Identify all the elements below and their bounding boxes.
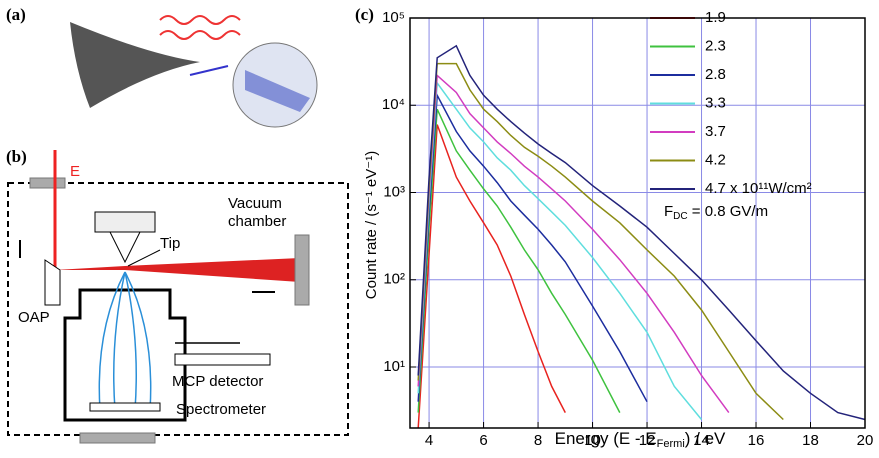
x-tick-label: 16 <box>748 432 765 449</box>
x-tick-label: 20 <box>857 432 874 449</box>
y-tick-label: 10² <box>383 271 405 288</box>
legend-label: 4.2 <box>705 151 726 168</box>
annotation: = 0.8 GV/m <box>688 203 768 220</box>
legend-label: 3.3 <box>705 94 726 111</box>
chamber-label: chamber <box>228 213 286 230</box>
x-axis-label: Fermi <box>657 438 685 450</box>
legend-label: 2.8 <box>705 66 726 83</box>
x-tick-label: 18 <box>802 432 819 449</box>
plot-frame <box>409 17 866 429</box>
data-line <box>417 44 866 421</box>
data-line <box>417 108 621 413</box>
data-line <box>417 80 703 420</box>
setup-diagram <box>7 150 349 444</box>
x-tick-label: 14 <box>693 432 710 449</box>
legend-label: 2.3 <box>705 37 726 54</box>
data-line <box>417 73 730 414</box>
y-axis-label: Count rate / (s⁻¹ eV⁻¹) <box>363 151 380 299</box>
annotation: FDC = 0.8 GV/m <box>664 203 768 222</box>
legend-label: 3.7 <box>705 123 726 140</box>
x-tick-label: 8 <box>534 432 542 449</box>
x-axis-label: ) / eV <box>685 429 726 448</box>
panel-label: (c) <box>355 5 374 24</box>
data-line <box>417 92 648 403</box>
chamber-label: Vacuum <box>228 195 282 212</box>
annotation: F <box>664 203 673 220</box>
oap-label: OAP <box>18 309 50 326</box>
tip-illustration <box>70 15 318 128</box>
x-tick-label: 4 <box>425 432 433 449</box>
spectrometer-label: Spectrometer <box>176 401 266 418</box>
data-line <box>417 124 566 429</box>
panel-label: (a) <box>6 5 26 24</box>
tip-label: Tip <box>160 235 180 252</box>
y-tick-label: 10³ <box>383 183 405 200</box>
annotation: DC <box>673 211 687 222</box>
x-axis-label: Energy (E - E <box>555 429 657 448</box>
x-tick-label: 10 <box>584 432 601 449</box>
field-label: E <box>70 163 80 180</box>
panel-label: (b) <box>6 147 27 166</box>
x-tick-label: 6 <box>479 432 487 449</box>
y-tick-label: 10⁴ <box>382 96 405 113</box>
x-axis-label: Energy (E - EFermi) / eV <box>555 429 726 449</box>
y-tick-label: 10¹ <box>383 358 405 375</box>
data-line <box>417 62 784 421</box>
legend-label: 4.7 x 10¹¹W/cm² <box>705 180 812 197</box>
mcp-label: MCP detector <box>172 373 263 390</box>
y-tick-label: 10⁵ <box>382 9 405 26</box>
x-tick-label: 12 <box>639 432 656 449</box>
